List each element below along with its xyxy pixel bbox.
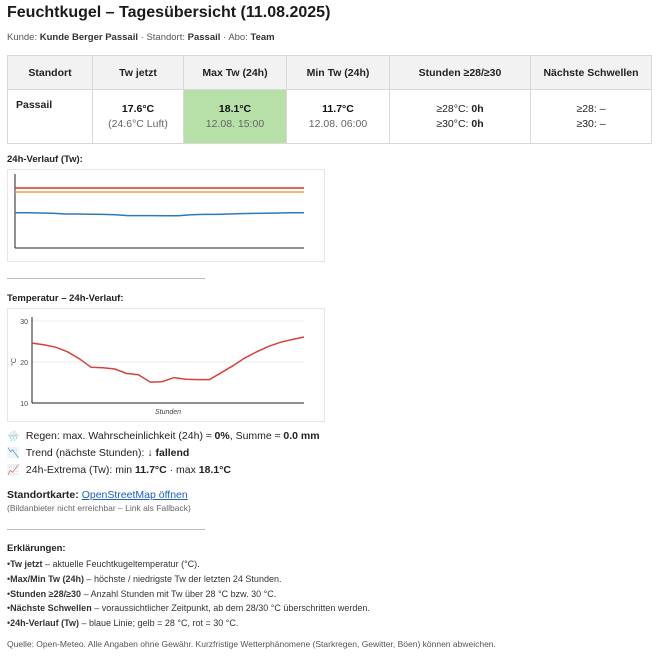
hours28-value: 0h [471, 102, 484, 115]
y-tick-label: 10 [20, 401, 28, 408]
rain-sum-text: , Summe ≈ [229, 430, 281, 442]
meta-line: Kunde: Kunde Berger Passail · Standort: … [7, 32, 275, 43]
expl-desc: – Anzahl Stunden mit Tw über 28 °C bzw. … [81, 588, 277, 599]
expl-desc: – blaue Linie; gelb = 28 °C, rot = 30 °C… [79, 618, 239, 629]
tw-chart-label: 24h-Verlauf (Tw): [7, 154, 83, 165]
header-hours: Stunden ≥28/≥30 [389, 55, 531, 90]
divider [7, 278, 205, 279]
tw-now-value: 17.6°C [121, 102, 155, 115]
table-header-row: Standort Tw jetzt Max Tw (24h) Min Tw (2… [7, 55, 652, 90]
explanations-title: Erklärungen: [7, 543, 66, 554]
extrema-sep: · max [169, 464, 196, 476]
info-block: 🌧️ Regen: max. Wahrscheinlichkeit (24h) … [7, 428, 665, 479]
tw-chart [14, 174, 304, 249]
chart-down-icon: 📉 [7, 448, 20, 459]
rain-text: Regen: max. Wahrscheinlichkeit (24h) ≈ [25, 430, 212, 442]
hours30-line: ≥30°C: 0h [391, 117, 529, 132]
x-axis-label: Stunden [155, 409, 181, 416]
source-note: Quelle: Open-Meteo. Alle Angaben ohne Ge… [7, 638, 496, 649]
cloud-rain-icon: 🌧️ [7, 431, 20, 442]
expl-term: Max/Min Tw (24h) [10, 573, 84, 584]
explanations-list: Tw jetzt – aktuelle Feuchtkugeltemperatu… [7, 557, 665, 631]
max-tw-value: 18.1°C [218, 102, 252, 115]
customer-label: Kunde: [7, 32, 38, 43]
temp-chart: 10 20 30 °C Stunden [10, 317, 305, 416]
list-item: Nächste Schwellen – voraussichtlicher Ze… [7, 601, 665, 616]
divider-2 [7, 529, 205, 530]
expl-desc: – voraussichtlicher Zeitpunkt, ab dem 28… [91, 603, 370, 614]
location-label: Standort: [146, 32, 185, 43]
expl-desc: – aktuelle Feuchtkugeltemperatur (°C). [42, 559, 200, 569]
rain-sum: 0.0 mm [283, 430, 320, 442]
extrema-max: 18.1°C [198, 464, 231, 476]
trend-value: ↓ fallend [147, 447, 190, 459]
header-min-tw: Min Tw (24h) [286, 55, 390, 90]
hours28-line: ≥28°C: 0h [391, 102, 529, 117]
list-item: 24h-Verlauf (Tw) – blaue Linie; gelb = 2… [7, 616, 665, 631]
header-next-thresholds: Nächste Schwellen [530, 55, 652, 90]
header-max-tw: Max Tw (24h) [183, 55, 287, 90]
extrema-text: 24h-Extrema (Tw): min [25, 464, 133, 476]
temp-chart-label: Temperatur – 24h-Verlauf: [7, 293, 124, 304]
list-item: Max/Min Tw (24h) – höchste / niedrigste … [7, 572, 665, 587]
temp-chart-box: 10 20 30 °C Stunden [7, 308, 325, 422]
hours30-value: 0h [471, 117, 484, 130]
hours30-label: ≥30°C: [436, 117, 469, 130]
map-fallback-note: (Bildanbieter nicht erreichbar – Link al… [7, 503, 191, 513]
tw-series-line [15, 212, 304, 217]
y-tick-label: 20 [20, 360, 28, 367]
abo-value: Team [250, 32, 275, 43]
map-label: Standortkarte: [7, 489, 79, 501]
expl-term: Nächste Schwellen [10, 603, 92, 614]
temperature-series-line [31, 336, 305, 383]
cell-min-tw: 11.7°C 12.08. 06:00 [286, 89, 390, 144]
cell-next-thresholds: ≥28: – ≥30: – [530, 89, 652, 144]
extrema-min: 11.7°C [135, 464, 167, 476]
customer-value: Kunde Berger Passail [39, 32, 138, 43]
trend-line: 📉 Trend (nächste Stunden): ↓ fallend [7, 445, 665, 462]
table-row: Passail 17.6°C (24.6°C Luft) 18.1°C 12.0… [7, 89, 652, 144]
extrema-line: 📈 24h-Extrema (Tw): min 11.7°C · max 18.… [7, 462, 665, 479]
osm-link[interactable]: OpenStreetMap öffnen [81, 489, 188, 501]
page-title: Feuchtkugel – Tagesübersicht (11.08.2025… [7, 4, 331, 21]
chart-up-icon: 📈 [7, 465, 20, 476]
rain-line: 🌧️ Regen: max. Wahrscheinlichkeit (24h) … [7, 428, 665, 445]
y-tick-label: 30 [20, 319, 28, 326]
list-item: Stunden ≥28/≥30 – Anzahl Stunden mit Tw … [7, 587, 665, 602]
max-tw-time: 12.08. 15:00 [205, 117, 265, 130]
map-line: Standortkarte: OpenStreetMap öffnen [7, 489, 665, 501]
expl-term: 24h-Verlauf (Tw) [10, 618, 80, 629]
next28: ≥28: – [576, 102, 606, 115]
abo-label: Abo: [228, 32, 248, 43]
cell-hours: ≥28°C: 0h ≥30°C: 0h [389, 89, 531, 144]
min-tw-time: 12.08. 06:00 [308, 117, 368, 130]
list-item: Tw jetzt – aktuelle Feuchtkugeltemperatu… [7, 557, 665, 572]
tw-chart-box [7, 169, 325, 262]
trend-text: Trend (nächste Stunden): [25, 447, 145, 459]
summary-table: Standort Tw jetzt Max Tw (24h) Min Tw (2… [7, 55, 652, 144]
expl-term: Tw jetzt [10, 559, 43, 569]
rain-prob: 0% [214, 430, 230, 442]
cell-max-tw: 18.1°C 12.08. 15:00 [183, 89, 287, 144]
cell-tw-now: 17.6°C (24.6°C Luft) [92, 89, 184, 144]
location-value: Passail [187, 32, 221, 43]
expl-desc: – höchste / niedrigste Tw der letzten 24… [84, 573, 282, 584]
tw-now-air: (24.6°C Luft) [108, 117, 168, 130]
min-tw-value: 11.7°C [322, 102, 354, 115]
hours28-label: ≥28°C: [436, 102, 469, 115]
header-standort: Standort [7, 55, 93, 90]
header-tw-now: Tw jetzt [92, 55, 184, 90]
expl-term: Stunden ≥28/≥30 [10, 588, 82, 599]
next30: ≥30: – [576, 117, 606, 130]
cell-location: Passail [7, 89, 93, 144]
y-axis-label: °C [10, 358, 18, 366]
